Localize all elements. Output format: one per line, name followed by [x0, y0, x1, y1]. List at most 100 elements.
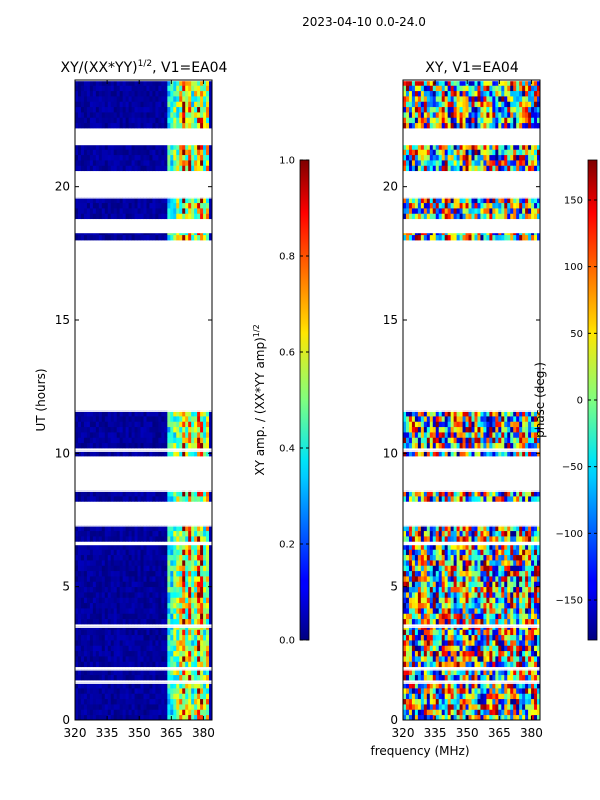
heatmap-cell	[498, 581, 502, 588]
heatmap-cell	[134, 597, 138, 604]
heatmap-cell	[408, 661, 413, 668]
heatmap-cell	[149, 197, 153, 204]
heatmap-cell	[528, 530, 532, 537]
heatmap-cell	[420, 608, 425, 614]
heatmap-cell	[161, 410, 165, 417]
heatmap-cell	[525, 626, 529, 630]
heatmap-cell	[525, 536, 529, 542]
heatmap-cell	[411, 629, 416, 636]
heatmap-cell	[471, 645, 475, 652]
heatmap-cell	[525, 586, 529, 593]
heatmap-cell	[468, 490, 472, 497]
heatmap-cell	[104, 490, 109, 497]
heatmap-cell	[128, 629, 132, 636]
heatmap-cell	[146, 421, 150, 428]
heatmap-cell	[182, 565, 186, 572]
heatmap-cell	[182, 490, 186, 497]
heatmap-cell	[471, 682, 475, 689]
heatmap-cell	[101, 85, 106, 92]
heatmap-cell	[83, 96, 88, 102]
heatmap-cell	[152, 613, 156, 620]
heatmap-cell	[146, 586, 150, 593]
heatmap-cell	[98, 437, 103, 444]
heatmap-cell	[480, 645, 484, 652]
heatmap-cell	[486, 669, 490, 676]
heatmap-cell	[170, 165, 174, 172]
heatmap-cell	[206, 421, 210, 428]
heatmap-cell	[110, 709, 115, 716]
heatmap-cell	[89, 112, 94, 118]
heatmap-cell	[77, 626, 82, 630]
figure-suptitle: 2023-04-10 0.0-24.0	[302, 15, 426, 29]
heatmap-cell	[403, 560, 407, 566]
heatmap-cell	[480, 608, 484, 614]
heatmap-cell	[134, 112, 138, 118]
heatmap-cell	[83, 544, 88, 550]
heatmap-cell	[104, 581, 109, 588]
heatmap-cell	[465, 549, 469, 556]
heatmap-cell	[119, 645, 124, 652]
heatmap-cell	[155, 592, 159, 598]
heatmap-cell	[453, 554, 458, 561]
heatmap-cell	[131, 586, 135, 593]
heatmap-cell	[77, 96, 82, 102]
heatmap-cell	[75, 608, 79, 614]
heatmap-cell	[531, 592, 535, 598]
heatmap-cell	[95, 421, 100, 428]
heatmap-cell	[95, 160, 100, 166]
heatmap-cell	[417, 432, 422, 438]
heatmap-cell	[426, 608, 431, 614]
heatmap-cell	[537, 496, 540, 502]
heatmap-cell	[426, 682, 431, 689]
heatmap-cell	[429, 450, 434, 457]
heatmap-cell	[429, 704, 434, 710]
heatmap-cell	[525, 669, 529, 676]
heatmap-cell	[137, 693, 141, 700]
heatmap-cell	[411, 618, 416, 625]
heatmap-cell	[403, 530, 407, 537]
heatmap-cell	[89, 96, 94, 102]
heatmap-cell	[185, 432, 189, 438]
heatmap-cell	[206, 96, 210, 102]
heatmap-cell	[447, 581, 452, 588]
heatmap-cell	[528, 656, 532, 662]
heatmap-cell	[474, 602, 478, 609]
heatmap-cell	[203, 112, 207, 118]
heatmap-cell	[116, 544, 121, 550]
heatmap-cell	[444, 496, 449, 502]
heatmap-cell	[161, 693, 165, 700]
heatmap-cell	[194, 442, 198, 449]
heatmap-cell	[86, 645, 91, 652]
heatmap-cell	[149, 608, 153, 614]
heatmap-cell	[83, 565, 88, 572]
heatmap-cell	[107, 437, 112, 444]
heatmap-cell	[80, 656, 85, 662]
heatmap-cell	[203, 597, 207, 604]
heatmap-cell	[98, 106, 103, 113]
heatmap-cell	[495, 698, 499, 705]
heatmap-cell	[182, 536, 186, 542]
heatmap-cell	[86, 202, 91, 209]
heatmap-cell	[191, 536, 195, 542]
heatmap-cell	[203, 450, 207, 457]
heatmap-cell	[80, 549, 85, 556]
heatmap-cell	[173, 549, 177, 556]
heatmap-cell	[194, 432, 198, 438]
heatmap-cell	[92, 618, 97, 625]
heatmap-cell	[173, 560, 177, 566]
heatmap-cell	[405, 656, 410, 662]
heatmap-cell	[456, 688, 460, 694]
heatmap-cell	[513, 581, 517, 588]
heatmap-cell	[134, 160, 138, 166]
heatmap-cell	[513, 661, 517, 668]
heatmap-cell	[191, 96, 195, 102]
heatmap-cell	[188, 202, 192, 209]
heatmap-cell	[110, 421, 115, 428]
heatmap-cell	[134, 544, 138, 550]
heatmap-cell	[525, 602, 529, 609]
heatmap-cell	[504, 669, 508, 676]
heatmap-cell	[191, 674, 195, 681]
heatmap-cell	[155, 544, 159, 550]
heatmap-cell	[131, 554, 135, 561]
heatmap-cell	[444, 602, 449, 609]
